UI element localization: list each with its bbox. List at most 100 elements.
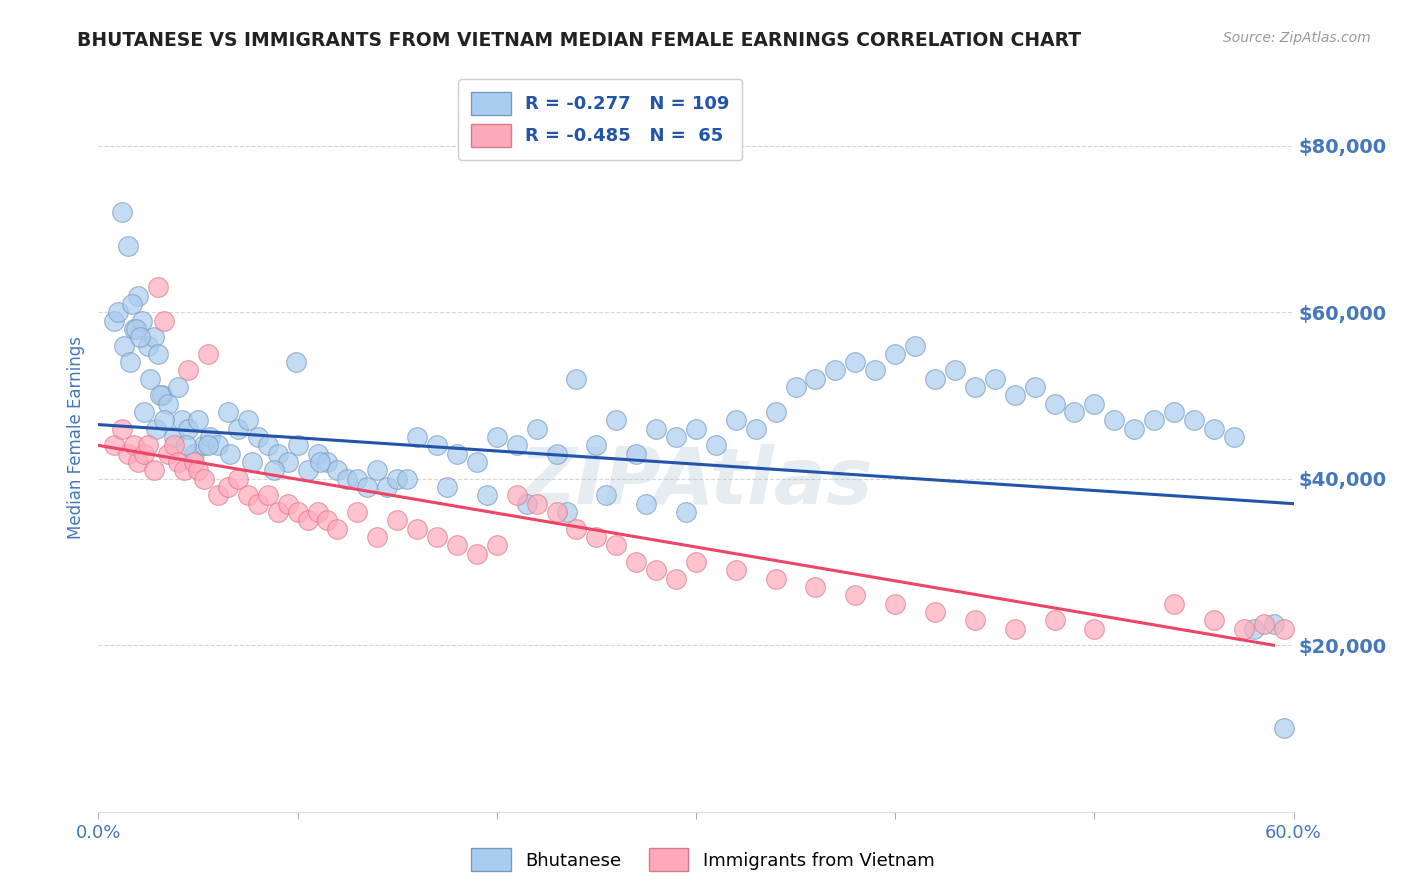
Point bbox=[665, 572, 688, 586]
Point bbox=[765, 572, 787, 586]
Point bbox=[136, 438, 159, 452]
Point bbox=[284, 355, 307, 369]
Point bbox=[246, 430, 269, 444]
Point bbox=[226, 422, 249, 436]
Point bbox=[626, 555, 648, 569]
Point bbox=[193, 438, 215, 452]
Point bbox=[385, 513, 409, 527]
Point bbox=[157, 447, 180, 461]
Point bbox=[308, 455, 330, 469]
Point bbox=[150, 388, 173, 402]
Point bbox=[148, 280, 170, 294]
Point bbox=[149, 388, 172, 402]
Text: Source: ZipAtlas.com: Source: ZipAtlas.com bbox=[1223, 31, 1371, 45]
Point bbox=[375, 480, 398, 494]
Point bbox=[526, 422, 548, 436]
Point bbox=[117, 447, 139, 461]
Point bbox=[516, 497, 538, 511]
Point bbox=[485, 538, 508, 552]
Point bbox=[565, 522, 588, 536]
Point bbox=[645, 422, 668, 436]
Point bbox=[127, 455, 149, 469]
Point bbox=[765, 405, 787, 419]
Point bbox=[724, 413, 747, 427]
Point bbox=[127, 288, 149, 302]
Point bbox=[124, 438, 146, 452]
Point bbox=[426, 438, 449, 452]
Point bbox=[163, 438, 186, 452]
Point bbox=[297, 513, 319, 527]
Point bbox=[1104, 413, 1126, 427]
Point bbox=[943, 363, 966, 377]
Point bbox=[804, 580, 827, 594]
Point bbox=[546, 505, 568, 519]
Point bbox=[924, 372, 946, 386]
Point bbox=[157, 397, 180, 411]
Point bbox=[724, 563, 747, 577]
Point bbox=[263, 463, 285, 477]
Point bbox=[963, 613, 986, 627]
Point bbox=[1163, 405, 1185, 419]
Point bbox=[785, 380, 807, 394]
Legend: R = -0.277   N = 109, R = -0.485   N =  65: R = -0.277 N = 109, R = -0.485 N = 65 bbox=[458, 79, 742, 160]
Legend: Bhutanese, Immigrants from Vietnam: Bhutanese, Immigrants from Vietnam bbox=[464, 841, 942, 879]
Point bbox=[316, 513, 339, 527]
Point bbox=[426, 530, 449, 544]
Point bbox=[645, 563, 668, 577]
Point bbox=[745, 422, 768, 436]
Point bbox=[366, 463, 388, 477]
Point bbox=[111, 422, 134, 436]
Point bbox=[396, 472, 419, 486]
Point bbox=[307, 505, 329, 519]
Point bbox=[704, 438, 727, 452]
Point bbox=[183, 447, 205, 461]
Point bbox=[1253, 617, 1275, 632]
Point bbox=[1083, 397, 1105, 411]
Point bbox=[1272, 622, 1295, 636]
Point bbox=[177, 422, 200, 436]
Point bbox=[121, 297, 143, 311]
Point bbox=[1202, 422, 1225, 436]
Point bbox=[139, 372, 162, 386]
Point bbox=[177, 363, 200, 377]
Point bbox=[187, 413, 209, 427]
Point bbox=[485, 430, 508, 444]
Point bbox=[193, 472, 215, 486]
Point bbox=[1243, 622, 1265, 636]
Point bbox=[297, 463, 319, 477]
Point bbox=[804, 372, 827, 386]
Point bbox=[626, 447, 648, 461]
Point bbox=[685, 555, 707, 569]
Point bbox=[143, 330, 166, 344]
Point bbox=[346, 472, 368, 486]
Point bbox=[356, 480, 378, 494]
Point bbox=[103, 313, 125, 327]
Point bbox=[1083, 622, 1105, 636]
Point bbox=[111, 205, 134, 219]
Point bbox=[1004, 622, 1026, 636]
Point bbox=[585, 438, 607, 452]
Point bbox=[824, 363, 846, 377]
Point bbox=[226, 472, 249, 486]
Point bbox=[124, 322, 146, 336]
Point bbox=[326, 463, 349, 477]
Point bbox=[904, 338, 927, 352]
Point bbox=[1043, 397, 1066, 411]
Point bbox=[103, 438, 125, 452]
Point bbox=[665, 430, 688, 444]
Point bbox=[236, 488, 259, 502]
Point bbox=[107, 305, 129, 319]
Point bbox=[236, 413, 259, 427]
Point bbox=[385, 472, 409, 486]
Point bbox=[117, 238, 139, 252]
Point bbox=[136, 338, 159, 352]
Point bbox=[287, 438, 309, 452]
Point bbox=[167, 380, 190, 394]
Point bbox=[187, 463, 209, 477]
Point bbox=[131, 313, 153, 327]
Point bbox=[446, 447, 468, 461]
Point bbox=[605, 413, 627, 427]
Point bbox=[1223, 430, 1246, 444]
Point bbox=[346, 505, 368, 519]
Point bbox=[143, 463, 166, 477]
